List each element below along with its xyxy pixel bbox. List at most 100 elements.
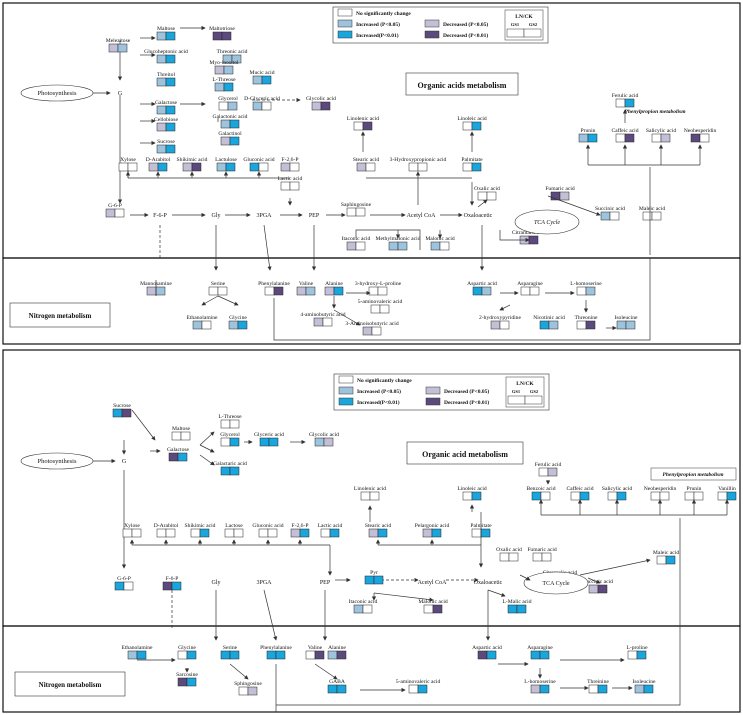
- metabolite-label: Serine: [211, 281, 226, 287]
- metabolite-benzoic-acid: Benzoic acid: [526, 486, 556, 501]
- ratio-cell-gs1: [168, 452, 179, 462]
- metabolite-phenylalanine: Phenylalanine: [258, 281, 290, 296]
- metabolite-methylmalonic-acid: Methylmalonic acid: [376, 236, 421, 251]
- legend-gs1: GS1: [512, 389, 521, 394]
- ratio-cell-gs1: [507, 604, 518, 614]
- metabolite-d-glyceric-acid: D-Glyceric acid: [244, 96, 280, 111]
- metabolite-label: Maltotriose: [209, 26, 235, 32]
- metabolite-label: L-Threose: [212, 77, 236, 83]
- metabolite-label: Citramalic acid: [512, 230, 547, 236]
- metabolite-stearic-acid: Stearic acid: [353, 157, 379, 172]
- ratio-cell-gs1: [290, 528, 301, 538]
- ratio-cell-gs1: [472, 286, 483, 296]
- legend-label-dec05: Decreased (P<0.05): [443, 21, 488, 28]
- pathway-arrow: [199, 444, 215, 453]
- ratio-cell-gs1: [471, 528, 482, 538]
- ratio-cell-gs2: [217, 286, 228, 296]
- ratio-cell-gs2: [233, 528, 244, 538]
- metabolite-sucrose: Sucrose: [112, 403, 131, 418]
- metabolite-label: Linolenic acid: [354, 486, 386, 492]
- metabolite-label: Phenylalanine: [260, 645, 292, 651]
- metabolite-maleic-acid: Maleic acid: [653, 550, 679, 565]
- metabolite-ferulic-acid: Ferulic acid: [612, 93, 638, 108]
- metabolite-prunin: Prunin: [684, 486, 704, 501]
- metabolite-label: Valine: [308, 645, 323, 651]
- pathway-arrow: [477, 199, 488, 208]
- ratio-cell-gs1: [122, 528, 133, 538]
- ratio-cell-gs1: [112, 408, 123, 418]
- ratio-cell-gs1: [216, 162, 227, 172]
- metabolite-maltose: Maltose: [171, 426, 191, 441]
- metabolite-lactulose: Lactulose: [215, 157, 237, 172]
- ratio-cell-gs2: [486, 650, 497, 660]
- ratio-cell-gs2: [165, 122, 176, 132]
- ratio-cell-gs2: [539, 684, 550, 694]
- ratio-cell-gs2: [229, 119, 240, 129]
- metabolite-alanine: Alanine: [324, 281, 343, 296]
- metabolite-label: Maleic acid: [653, 550, 679, 556]
- ratio-cell-gs1: [192, 320, 203, 330]
- ratio-cell-gs2: [199, 528, 210, 538]
- metabolite-malonic-acid: Malonic acid: [425, 236, 455, 251]
- metabolite-shikimic-acid: Shikimic acid: [185, 523, 216, 538]
- ratio-cell-gs1: [249, 162, 260, 172]
- ratio-cell-gs2: [227, 101, 238, 111]
- ratio-cell-gs2: [165, 105, 176, 115]
- metabolite-itaconic-acid: Itaconic acid: [342, 236, 371, 251]
- ratio-cell-gs1: [578, 133, 589, 143]
- ratio-cell-gs1: [530, 650, 541, 660]
- legend-swatch-dec05: [425, 386, 441, 395]
- legend-ratio-title: LN/CK: [516, 381, 534, 387]
- ratio-cell-gs2: [636, 650, 647, 660]
- ratio-cell-gs2: [261, 75, 272, 85]
- ratio-cell-gs2: [336, 650, 347, 660]
- bottom-nitrogen-frame: [2, 625, 741, 713]
- metabolite-palmitate: Palmitate: [461, 157, 483, 172]
- ratio-cell-gs1: [108, 43, 119, 53]
- ratio-cell-gs1: [462, 162, 473, 172]
- ratio-cell-gs2: [616, 491, 627, 501]
- metabolite-label: Galactose: [155, 100, 178, 106]
- legend-swatch-dec01: [424, 30, 440, 39]
- ratio-cell-gs2: [377, 286, 388, 296]
- ratio-cell-gs1: [264, 286, 275, 296]
- metabolite-l-malic-acid: L-Malic acid: [502, 599, 532, 614]
- ratio-cell-gs2: [261, 101, 272, 111]
- ratio-cell-gs1: [280, 162, 291, 172]
- ratio-cell-gs1: [477, 191, 488, 201]
- ratio-cell-gs1: [462, 491, 473, 501]
- metabolite-5-aminovaleric-acid: 5-aminovaleric acid: [396, 679, 440, 694]
- metabolite-label: GABA: [329, 679, 345, 685]
- legend-swatch-inc05: [337, 19, 353, 28]
- metabolite-label: Xylose: [120, 157, 136, 163]
- organic-title: Organic acid metabolism: [422, 450, 508, 459]
- metabolite-label: Threonine: [575, 315, 599, 321]
- ratio-cell-gs1: [280, 181, 291, 191]
- metabolite-sphingosine: Sphingosine: [234, 681, 262, 696]
- metabolite-label: Linolenic acid: [347, 116, 379, 122]
- ratio-cell-gs1: [530, 684, 541, 694]
- ratio-cell-gs2: [371, 326, 382, 336]
- legend-label-no_change: No significantly change: [356, 11, 411, 17]
- metabolite-isoleucine: Isoleucine: [615, 315, 638, 330]
- legend-gs2: GS2: [530, 389, 539, 394]
- ratio-cell-gs2: [587, 133, 598, 143]
- metabolite-xylose: Xylose: [122, 523, 142, 538]
- pathway-connector: [499, 230, 530, 243]
- ratio-cell-gs1: [220, 650, 231, 660]
- ratio-cell-gs1: [576, 286, 587, 296]
- ratio-cell-gs2: [223, 82, 234, 92]
- metabolite-label: Salicylic acid: [602, 486, 632, 492]
- metabolite-label: Asparagine: [517, 281, 543, 287]
- ratio-cell-gs1: [105, 208, 116, 218]
- metabolite-4-aminobutyric-acid: 4-aminobutyric acid: [300, 312, 346, 327]
- ratio-cell-gs1: [364, 575, 375, 585]
- metabolite-label: Glycine: [229, 315, 247, 321]
- nitrogen-title-box: [14, 671, 126, 697]
- ratio-cell-gs2: [177, 452, 188, 462]
- metabolite-label: Nicotinic acid: [533, 315, 565, 321]
- ratio-cell-gs1: [156, 122, 167, 132]
- pathway-node-f-6-p: F-6-P: [153, 213, 167, 219]
- metabolite-cellobiose: Cellobiose: [154, 117, 178, 132]
- metabolite-label: Maltose: [172, 426, 191, 432]
